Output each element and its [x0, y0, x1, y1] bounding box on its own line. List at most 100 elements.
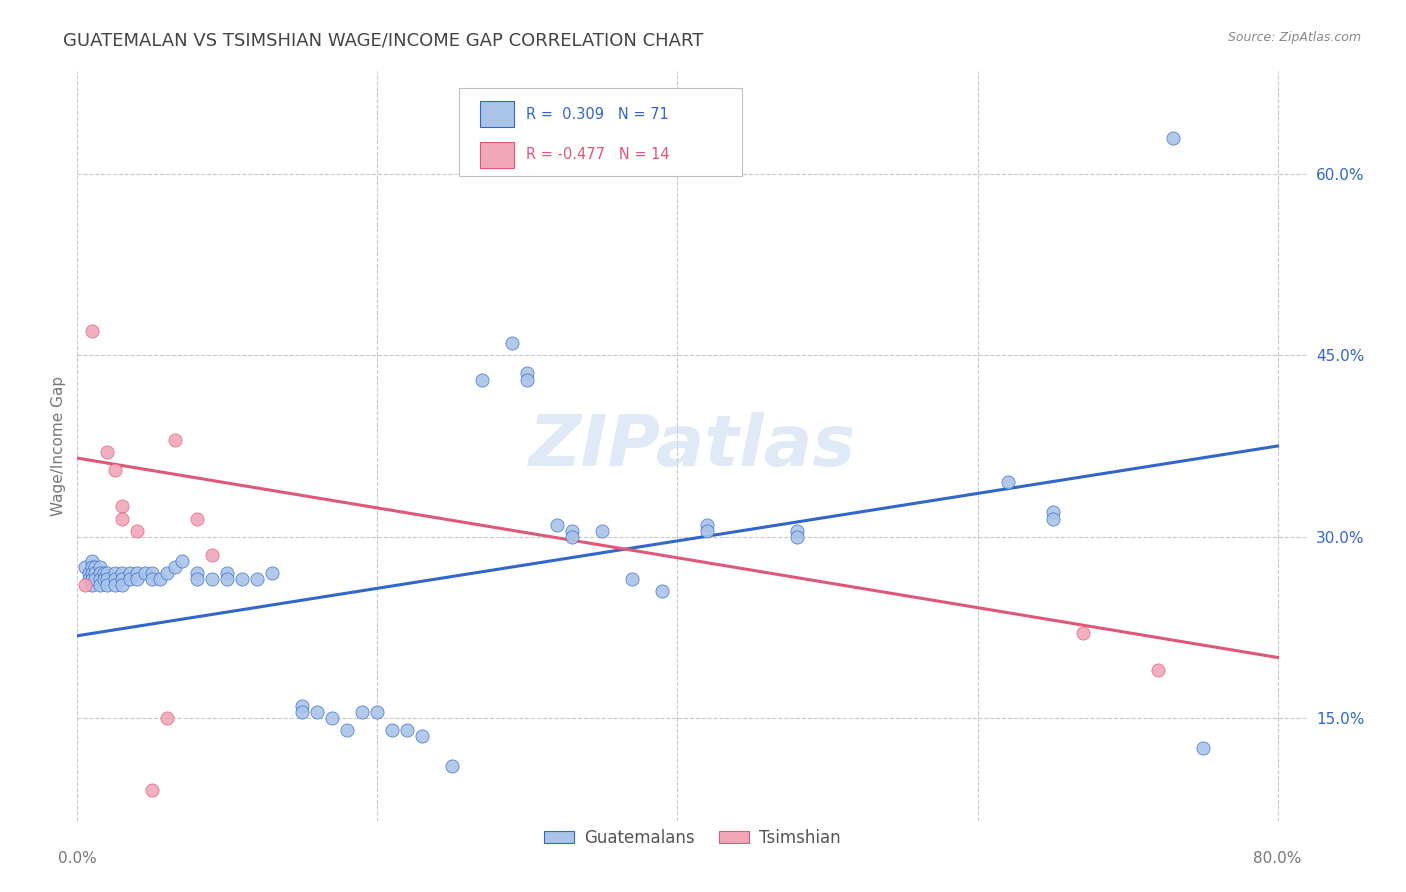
Point [786, 530, 808, 544]
Point [84, 566, 107, 580]
Point [786, 524, 808, 538]
Y-axis label: Wage/Income Gap: Wage/Income Gap [51, 376, 66, 516]
Point [1191, 741, 1213, 756]
Text: R =  0.309   N = 71: R = 0.309 N = 71 [526, 107, 669, 121]
Point [89, 572, 111, 586]
Point [82, 324, 104, 338]
Point [79, 566, 101, 580]
Point [104, 566, 127, 580]
Point [307, 705, 329, 719]
Point [82, 566, 104, 580]
Point [262, 566, 284, 580]
Point [111, 566, 134, 580]
Point [111, 511, 134, 525]
Point [201, 572, 224, 586]
Point [201, 548, 224, 562]
Point [89, 559, 111, 574]
Point [471, 372, 494, 386]
Point [141, 572, 163, 586]
Point [217, 572, 239, 586]
Point [127, 572, 149, 586]
Text: 80.0%: 80.0% [1253, 851, 1302, 866]
Point [621, 572, 644, 586]
Point [381, 723, 404, 737]
Point [441, 759, 464, 773]
Point [84, 559, 107, 574]
Point [118, 566, 141, 580]
Point [1161, 131, 1184, 145]
Point [186, 572, 208, 586]
Point [141, 783, 163, 797]
Point [516, 367, 538, 381]
Point [172, 554, 194, 568]
Point [149, 572, 172, 586]
Point [73, 559, 96, 574]
Point [561, 530, 583, 544]
Point [396, 723, 419, 737]
Point [1042, 506, 1064, 520]
Point [127, 566, 149, 580]
Point [93, 566, 115, 580]
Point [82, 578, 104, 592]
Point [127, 524, 149, 538]
Point [321, 711, 343, 725]
Point [82, 572, 104, 586]
Text: 0.0%: 0.0% [58, 851, 97, 866]
Point [82, 559, 104, 574]
Point [79, 572, 101, 586]
Point [163, 433, 186, 447]
Point [134, 566, 156, 580]
Point [186, 511, 208, 525]
Point [336, 723, 359, 737]
Point [104, 572, 127, 586]
Text: ZIPatlas: ZIPatlas [529, 411, 856, 481]
Point [156, 711, 179, 725]
Point [1042, 511, 1064, 525]
Point [156, 566, 179, 580]
Point [651, 584, 673, 599]
Point [696, 524, 718, 538]
FancyBboxPatch shape [479, 102, 515, 128]
Point [366, 705, 388, 719]
Point [96, 566, 118, 580]
Point [118, 572, 141, 586]
Point [501, 336, 523, 351]
Point [111, 578, 134, 592]
Point [141, 566, 163, 580]
Point [96, 445, 118, 459]
Text: R = -0.477   N = 14: R = -0.477 N = 14 [526, 147, 671, 162]
Point [516, 372, 538, 386]
Point [84, 572, 107, 586]
Point [93, 572, 115, 586]
Point [96, 572, 118, 586]
Point [163, 559, 186, 574]
Point [246, 572, 269, 586]
Point [291, 705, 314, 719]
Point [89, 578, 111, 592]
Point [411, 729, 433, 743]
Point [1071, 626, 1094, 640]
Point [96, 578, 118, 592]
Point [104, 578, 127, 592]
Point [561, 524, 583, 538]
Point [89, 566, 111, 580]
Point [82, 554, 104, 568]
Point [104, 463, 127, 477]
Point [73, 578, 96, 592]
Text: Source: ZipAtlas.com: Source: ZipAtlas.com [1227, 31, 1361, 45]
Text: GUATEMALAN VS TSIMSHIAN WAGE/INCOME GAP CORRELATION CHART: GUATEMALAN VS TSIMSHIAN WAGE/INCOME GAP … [63, 31, 703, 49]
Point [186, 566, 208, 580]
Point [1146, 663, 1168, 677]
Point [352, 705, 374, 719]
Point [591, 524, 613, 538]
Point [111, 572, 134, 586]
Point [231, 572, 253, 586]
Point [696, 517, 718, 532]
Point [997, 475, 1019, 490]
Point [546, 517, 568, 532]
Point [111, 500, 134, 514]
FancyBboxPatch shape [479, 142, 515, 168]
FancyBboxPatch shape [458, 87, 742, 177]
Legend: Guatemalans, Tsimshian: Guatemalans, Tsimshian [537, 822, 848, 854]
Point [291, 698, 314, 713]
